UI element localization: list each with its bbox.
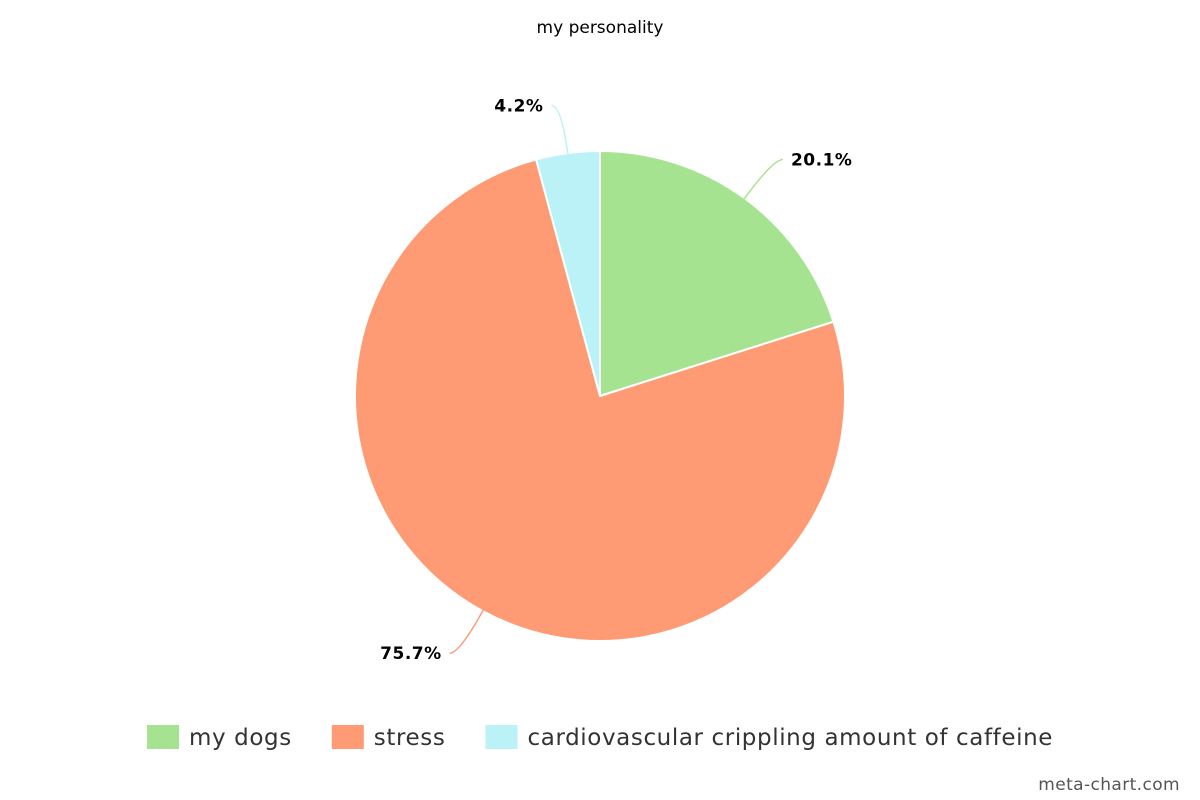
leader-line-stress — [449, 608, 485, 654]
legend-label-stress: stress — [374, 725, 446, 751]
pie-leader-lines — [449, 104, 784, 654]
legend-label-cardiovascular-crippling-amount-of-caffeine: cardiovascular crippling amount of caffe… — [528, 725, 1054, 751]
legend-swatch-cardiovascular-crippling-amount-of-caffeine — [485, 725, 518, 749]
legend: my dogs stress cardiovascular crippling am… — [147, 725, 1054, 751]
legend-item-stress[interactable]: stress — [331, 725, 446, 751]
data-label-my-dogs: 20.1% — [791, 151, 852, 171]
chart-title: my personality — [537, 18, 664, 38]
legend-item-my-dogs[interactable]: my dogs — [147, 725, 292, 751]
watermark: meta-chart.com — [1038, 775, 1180, 795]
leader-line-my-dogs — [742, 158, 784, 201]
data-label-stress: 75.7% — [380, 644, 441, 664]
legend-swatch-stress — [331, 725, 364, 749]
leader-line-cardiovascular-crippling-amount-of-caffeine — [551, 104, 569, 156]
legend-label-my-dogs: my dogs — [189, 725, 292, 751]
legend-swatch-my-dogs — [147, 725, 179, 749]
pie-slices — [354, 150, 846, 642]
legend-item-cardiovascular-crippling-amount-of-caffeine[interactable]: cardiovascular crippling amount of caffe… — [485, 725, 1054, 751]
data-label-cardiovascular-crippling-amount-of-caffeine: 4.2% — [494, 97, 543, 117]
pie-data-labels: 20.1% 75.7% 4.2% — [380, 97, 852, 665]
